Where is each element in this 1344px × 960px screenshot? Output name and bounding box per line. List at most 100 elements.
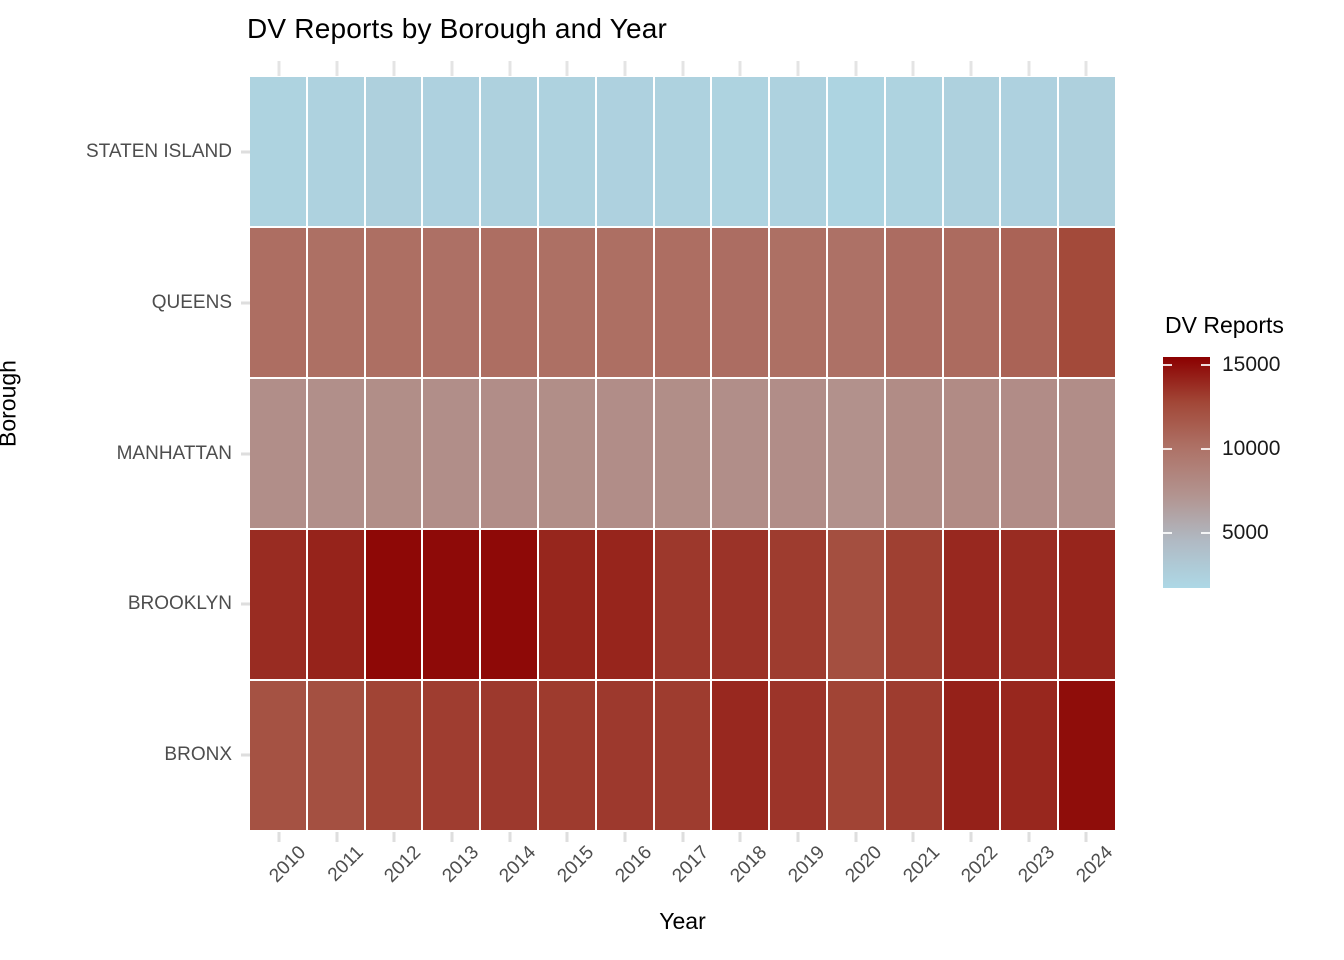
x-tick-mark (1084, 832, 1088, 842)
heatmap-grid (250, 77, 1115, 830)
legend-tick-mark (1163, 448, 1172, 451)
heatmap-cell (827, 228, 884, 377)
heatmap-cell (365, 77, 422, 226)
heatmap-cell (423, 379, 480, 528)
heatmap-cell (481, 681, 537, 830)
gridline-stub (1027, 61, 1030, 76)
gridline-stub (911, 61, 915, 76)
heatmap-cell (307, 228, 364, 377)
x-tick-label: 2014 (495, 842, 541, 887)
heatmap-cell (654, 379, 711, 528)
heatmap-cell (712, 228, 769, 377)
heatmap-cell (307, 530, 364, 679)
heatmap-cell (654, 77, 711, 226)
heatmap-cell (1001, 681, 1058, 830)
y-axis-labels: STATEN ISLAND QUEENS MANHATTAN BROOKLYN BRON… (0, 77, 232, 830)
x-tick-mark (681, 832, 684, 842)
heatmap-cell (770, 379, 826, 528)
heatmap-cell (481, 77, 537, 226)
heatmap-cell (596, 228, 653, 377)
heatmap-cell (365, 228, 422, 377)
legend-tick-label: 15000 (1222, 353, 1281, 377)
gridline-stub (796, 61, 800, 76)
heatmap-cell (250, 379, 306, 528)
heatmap-cell (827, 379, 884, 528)
heatmap-cell (1059, 77, 1115, 226)
gridline-stub (969, 61, 973, 76)
y-tick-mark (241, 452, 250, 455)
gridline-stub (392, 61, 396, 76)
heatmap-cell (538, 530, 595, 679)
x-tick-mark (911, 832, 915, 842)
heatmap-cell (423, 530, 480, 679)
heatmap-cell (481, 530, 537, 679)
y-tick-label: STATEN ISLAND (85, 141, 232, 163)
y-tick-mark (241, 753, 250, 757)
heatmap-cell (1001, 530, 1058, 679)
legend-tick-mark (1201, 448, 1210, 451)
heatmap-cell (538, 379, 595, 528)
heatmap-cell (712, 681, 769, 830)
heatmap-cell (250, 77, 306, 226)
heatmap-cell (538, 681, 595, 830)
y-tick-mark (241, 301, 250, 305)
x-tick-label: 2012 (380, 842, 426, 887)
heatmap-cell (885, 379, 942, 528)
x-tick-mark (969, 832, 973, 842)
x-tick-label: 2015 (553, 842, 599, 887)
x-tick-label: 2022 (956, 842, 1002, 887)
y-tick-mark (241, 150, 250, 154)
legend: DV Reports 15000 10000 5000 (1163, 312, 1338, 588)
y-axis-ticks (241, 77, 250, 830)
x-axis-title: Year (659, 908, 706, 934)
x-tick-mark (796, 832, 800, 842)
heatmap-cell (1059, 530, 1115, 679)
legend-tick-mark (1163, 364, 1172, 367)
gridline-stub (565, 61, 569, 76)
heatmap-cell (365, 379, 422, 528)
heatmap-cell (827, 77, 884, 226)
heatmap-cell (307, 379, 364, 528)
heatmap-cell (885, 228, 942, 377)
y-tick-label: QUEENS (151, 291, 232, 313)
x-tick-label: 2020 (841, 842, 887, 887)
gridline-stub (854, 61, 857, 76)
heatmap-cell (250, 681, 306, 830)
heatmap-cell (654, 530, 711, 679)
heatmap-cell (943, 530, 1000, 679)
heatmap-cell (365, 530, 422, 679)
gridline-stub (277, 61, 281, 76)
heatmap-cell (770, 228, 826, 377)
heatmap-cell (365, 681, 422, 830)
heatmap-cell (1001, 379, 1058, 528)
heatmap-cell (943, 681, 1000, 830)
heatmap-cell (423, 77, 480, 226)
x-tick-label: 2013 (437, 842, 483, 887)
heatmap-cell (596, 379, 653, 528)
heatmap-cell (1001, 228, 1058, 377)
legend-tick-label: 5000 (1222, 520, 1269, 544)
heatmap-cell (712, 530, 769, 679)
y-tick-label: BRONX (164, 743, 232, 765)
heatmap-cell (943, 77, 1000, 226)
heatmap-cell (481, 228, 537, 377)
heatmap-cell (885, 77, 942, 226)
y-tick-mark (241, 602, 250, 606)
gridline-stub (450, 61, 454, 76)
heatmap-cell (712, 77, 769, 226)
legend-tick-mark (1163, 531, 1172, 534)
heatmap-cell (827, 681, 884, 830)
heatmap-cell (885, 530, 942, 679)
x-tick-mark (1027, 832, 1030, 842)
heatmap-cell (423, 681, 480, 830)
heatmap-cell (250, 530, 306, 679)
gridline-stub (623, 61, 627, 76)
heatmap-cell (712, 379, 769, 528)
legend-gradient (1163, 357, 1210, 588)
x-tick-mark (508, 832, 511, 842)
heatmap-cell (596, 530, 653, 679)
legend-title: DV Reports (1165, 312, 1284, 338)
legend-tick-mark (1201, 531, 1210, 534)
x-tick-label: 2023 (1014, 842, 1060, 887)
y-tick-label: BROOKLYN (127, 593, 232, 615)
